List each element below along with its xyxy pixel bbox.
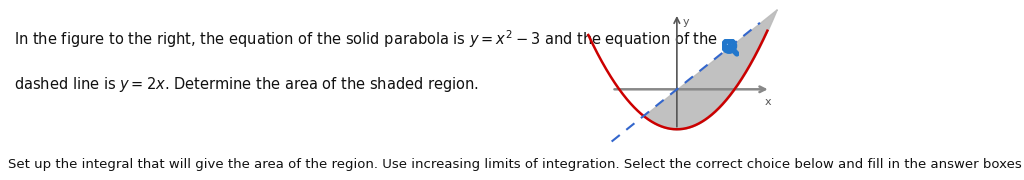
Text: In the figure to the right, the equation of the solid parabola is $y = x^2 - 3$ : In the figure to the right, the equation… [14,29,719,50]
Text: x: x [764,97,771,107]
Text: Set up the integral that will give the area of the region. Use increasing limits: Set up the integral that will give the a… [8,158,1024,171]
Text: y: y [683,17,689,27]
Text: dashed line is $y = 2x$. Determine the area of the shaded region.: dashed line is $y = 2x$. Determine the a… [14,75,479,94]
Circle shape [724,40,734,51]
